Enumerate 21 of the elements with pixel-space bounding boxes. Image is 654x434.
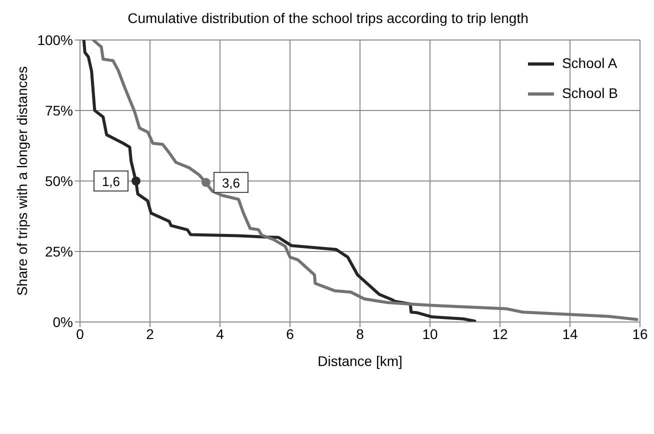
annotation: 3,6 — [222, 175, 240, 190]
x-tick-label: 10 — [422, 326, 438, 342]
x-tick-label: 6 — [286, 326, 294, 342]
y-tick-label: 25% — [44, 243, 73, 260]
x-tick-label: 12 — [492, 326, 508, 342]
x-tick-label: 2 — [146, 326, 154, 342]
legend-label: School A — [562, 55, 618, 71]
x-tick-label: 16 — [632, 326, 648, 342]
y-tick-label: 0% — [52, 314, 73, 330]
chart-title: Cumulative distribution of the school trips according to trip length — [126, 10, 530, 26]
legend-label: School B — [562, 85, 618, 101]
x-tick-label: 8 — [356, 326, 364, 342]
annotation: 1,6 — [102, 174, 120, 189]
y-tick-label: 100% — [37, 32, 73, 48]
x-tick-label: 0 — [76, 326, 84, 342]
y-tick-label: 75% — [44, 102, 73, 118]
x-tick-label: 4 — [216, 326, 224, 342]
x-axis-title: Distance [km] — [318, 353, 402, 369]
x-tick-label: 14 — [562, 326, 578, 342]
y-tick-label: 50% — [44, 172, 73, 189]
y-axis-title: Share of trips with a longer distances — [14, 66, 30, 296]
